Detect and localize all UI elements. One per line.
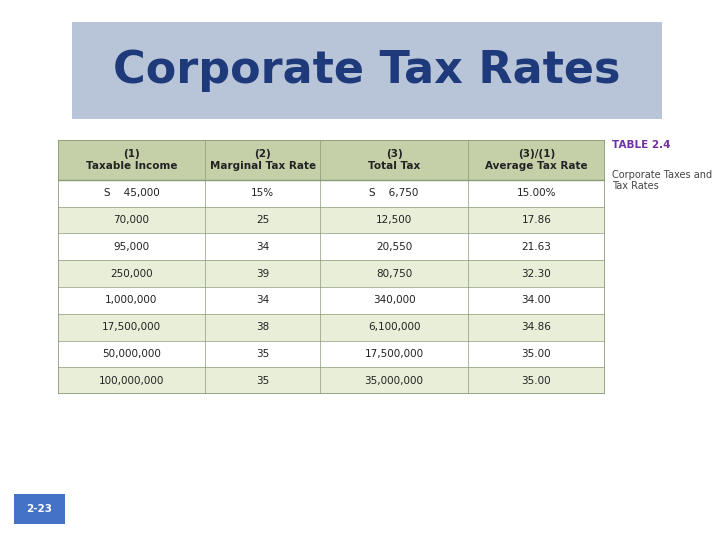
Bar [58,206,605,233]
Text: 15%: 15% [251,188,274,198]
Text: Corporate Tax Rates: Corporate Tax Rates [114,49,621,92]
Bar [58,287,605,314]
Bar [58,180,605,206]
Text: 6,100,000: 6,100,000 [368,322,420,332]
Bar [58,314,605,341]
Text: 20,550: 20,550 [376,242,413,252]
Text: 35.00: 35.00 [521,349,552,359]
Text: (3)/(1)
Average Tax Rate: (3)/(1) Average Tax Rate [485,149,588,171]
Text: 39: 39 [256,268,269,279]
Text: 34: 34 [256,242,269,252]
Text: 21.63: 21.63 [521,242,552,252]
Text: 17,500,000: 17,500,000 [364,349,423,359]
Text: 35,000,000: 35,000,000 [364,376,423,386]
FancyBboxPatch shape [63,20,671,120]
Text: 70,000: 70,000 [114,215,150,225]
Text: S    6,750: S 6,750 [369,188,419,198]
Text: 32.30: 32.30 [521,268,552,279]
Text: TABLE 2.4: TABLE 2.4 [612,140,670,151]
Text: 80,750: 80,750 [376,268,413,279]
Bar [58,367,605,394]
Text: 2-23: 2-23 [27,504,53,514]
Text: 17.86: 17.86 [521,215,552,225]
Text: 34: 34 [256,295,269,306]
Bar [58,260,605,287]
Bar [58,341,605,367]
Text: 95,000: 95,000 [114,242,150,252]
Text: 25: 25 [256,215,269,225]
Text: 17,500,000: 17,500,000 [102,322,161,332]
Text: 340,000: 340,000 [373,295,415,306]
Text: 35: 35 [256,376,269,386]
Text: Corporate Taxes and
Tax Rates: Corporate Taxes and Tax Rates [612,170,712,191]
Text: 12,500: 12,500 [376,215,413,225]
Text: 1,000,000: 1,000,000 [105,295,158,306]
Text: (1)
Taxable Income: (1) Taxable Income [86,149,177,171]
Text: 34.86: 34.86 [521,322,552,332]
Text: 250,000: 250,000 [110,268,153,279]
Bar [58,140,605,180]
Bar [58,233,605,260]
FancyBboxPatch shape [10,492,69,526]
Text: 100,000,000: 100,000,000 [99,376,164,386]
Text: S    45,000: S 45,000 [104,188,159,198]
Text: 38: 38 [256,322,269,332]
Text: (3)
Total Tax: (3) Total Tax [368,149,420,171]
Text: (2)
Marginal Tax Rate: (2) Marginal Tax Rate [210,149,316,171]
Text: 15.00%: 15.00% [517,188,556,198]
Text: 50,000,000: 50,000,000 [102,349,161,359]
Text: 35: 35 [256,349,269,359]
Text: 35.00: 35.00 [521,376,552,386]
Text: 34.00: 34.00 [521,295,552,306]
